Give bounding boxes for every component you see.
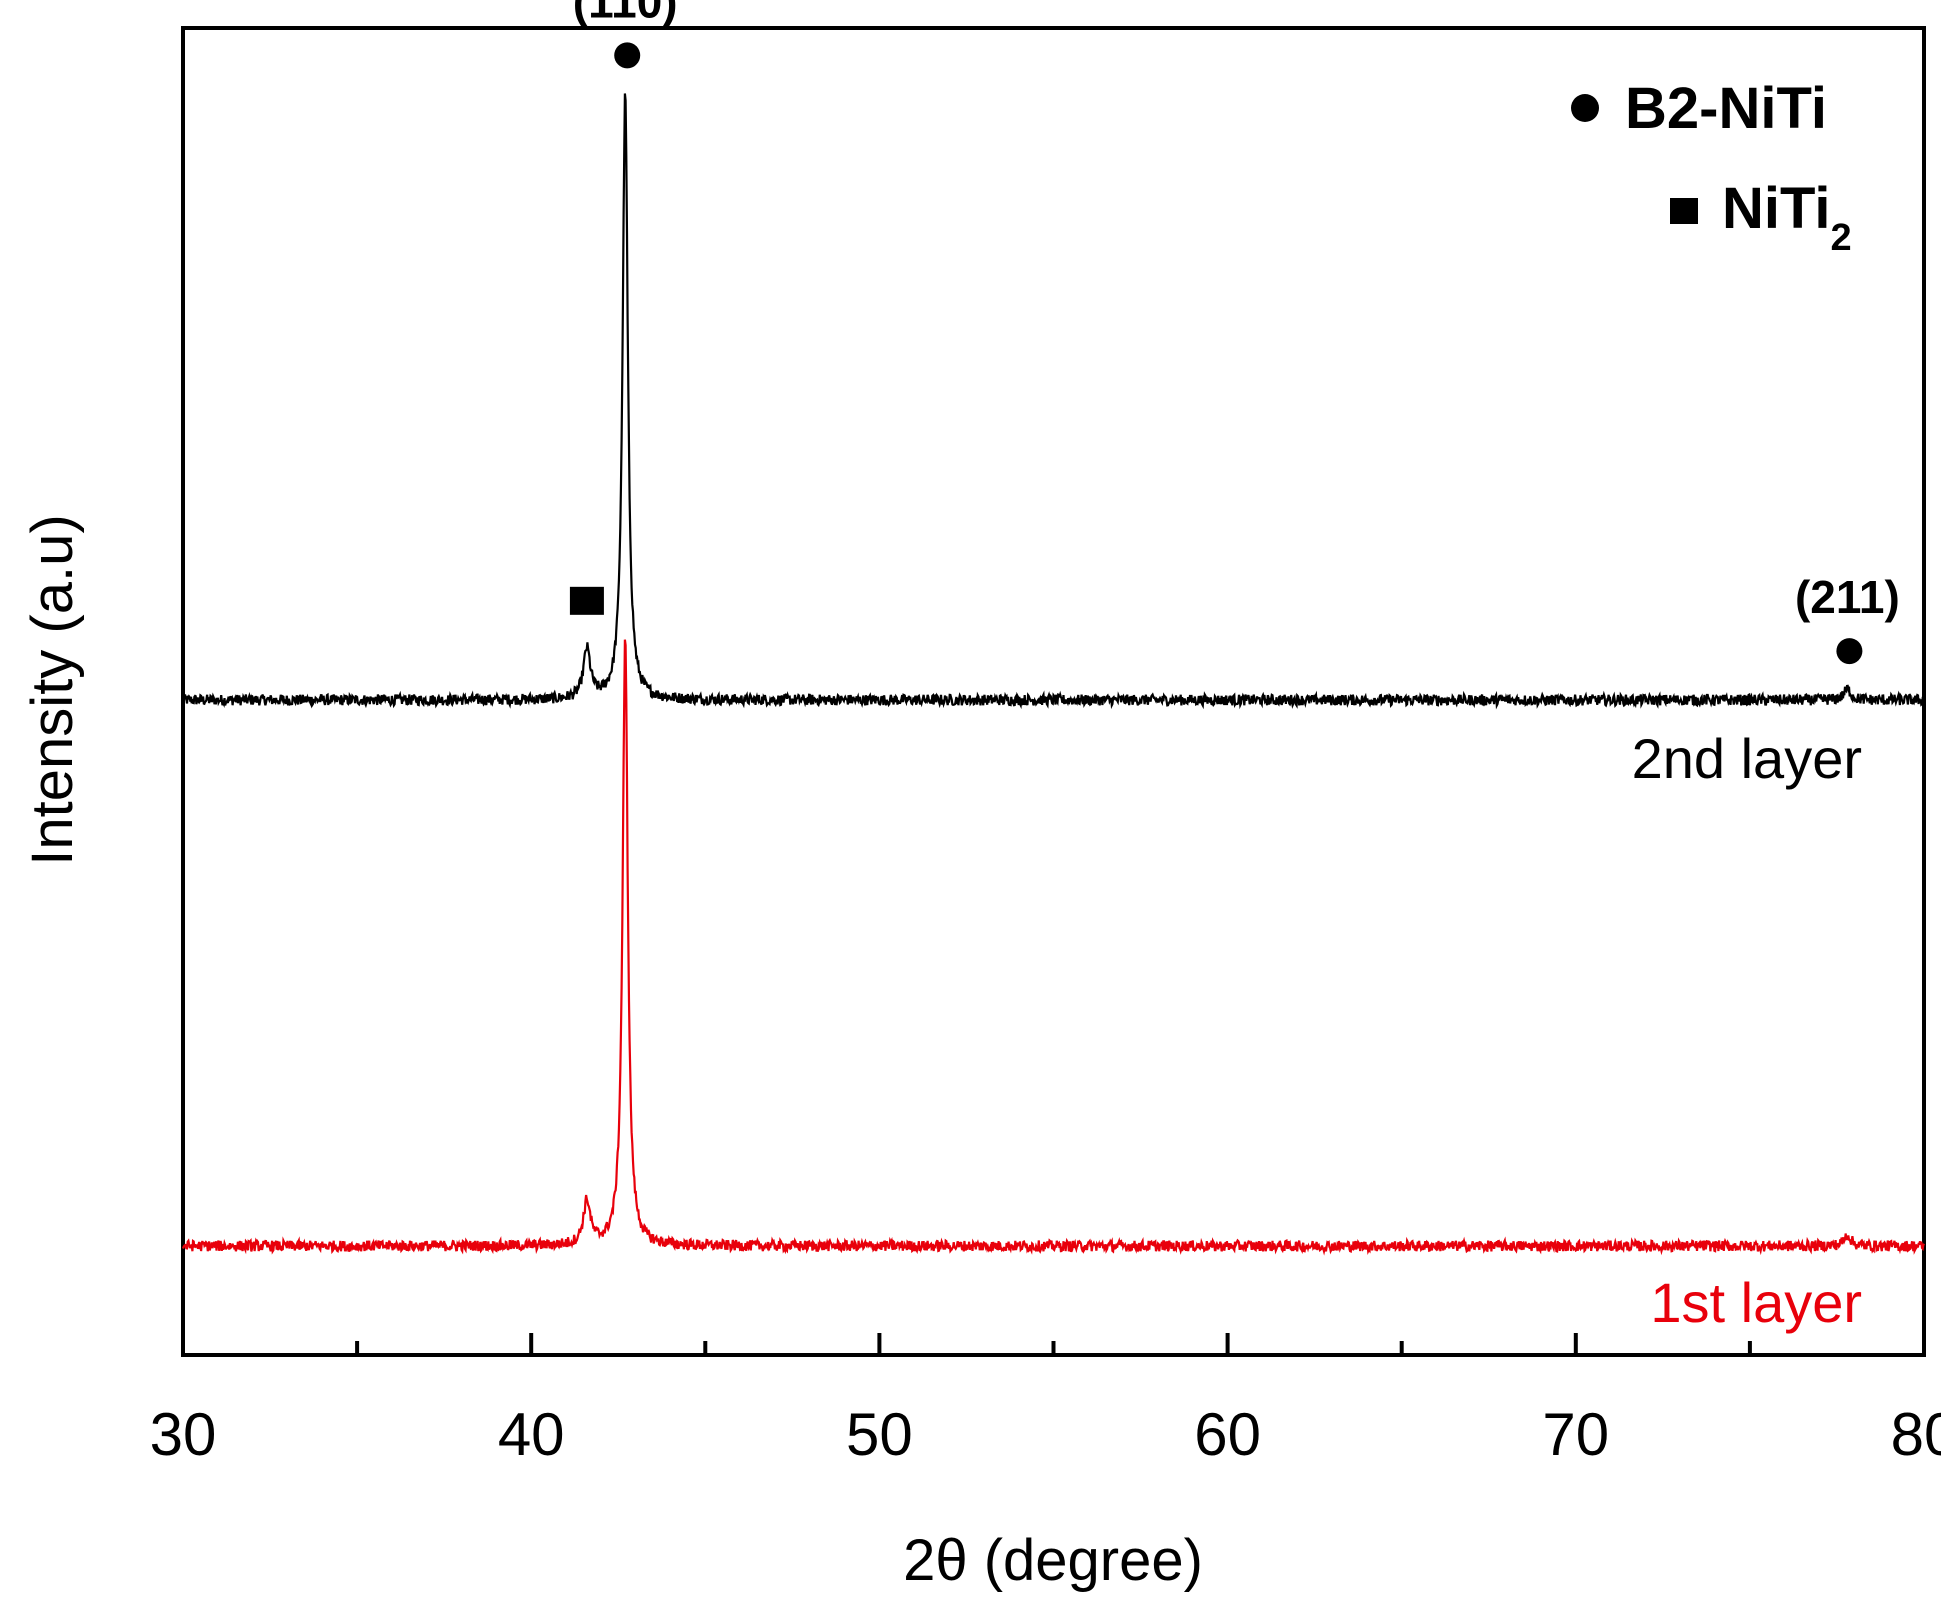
series-line-1st-layer bbox=[181, 639, 1925, 1256]
peak-label: (211) bbox=[1795, 571, 1900, 623]
series-group: 2nd layer 1st layer bbox=[181, 93, 1926, 1334]
peak-marker-square bbox=[569, 586, 604, 615]
legend-entry-niti2-base: NiTi bbox=[1722, 176, 1831, 241]
series-line-2nd-layer bbox=[181, 93, 1926, 710]
x-tick-label: 30 bbox=[150, 1401, 217, 1468]
peak-annotations: (110) (211) bbox=[569, 0, 1900, 665]
series-label-1st-layer: 1st layer bbox=[1650, 1271, 1862, 1334]
legend-entry-niti2-subscript: 2 bbox=[1831, 217, 1852, 259]
legend-square-marker bbox=[1670, 198, 1698, 224]
peak-marker-circle bbox=[614, 42, 641, 69]
legend: B2-NiTi NiTi2 bbox=[1571, 76, 1852, 259]
x-tick-label: 60 bbox=[1194, 1401, 1261, 1468]
x-tick-label: 80 bbox=[1891, 1401, 1941, 1468]
legend-entry-b2-niti: B2-NiTi bbox=[1625, 76, 1827, 141]
legend-circle-marker bbox=[1571, 94, 1599, 122]
x-axis-ticks bbox=[181, 1333, 1926, 1355]
x-tick-label: 40 bbox=[498, 1401, 565, 1468]
x-axis-tick-labels: 30 40 50 60 70 80 bbox=[150, 1401, 1941, 1468]
peak-label: (110) bbox=[573, 0, 678, 27]
plot-frame bbox=[181, 26, 1926, 1357]
legend-entry-niti2: NiTi2 bbox=[1722, 176, 1852, 259]
peak-marker-circle bbox=[1836, 638, 1863, 665]
series-label-2nd-layer: 2nd layer bbox=[1632, 727, 1862, 790]
x-axis-label: 2θ (degree) bbox=[903, 1528, 1203, 1593]
x-tick-label: 50 bbox=[846, 1401, 913, 1468]
x-tick-label: 70 bbox=[1542, 1401, 1609, 1468]
y-axis-label: Intensity (a.u) bbox=[20, 514, 85, 865]
